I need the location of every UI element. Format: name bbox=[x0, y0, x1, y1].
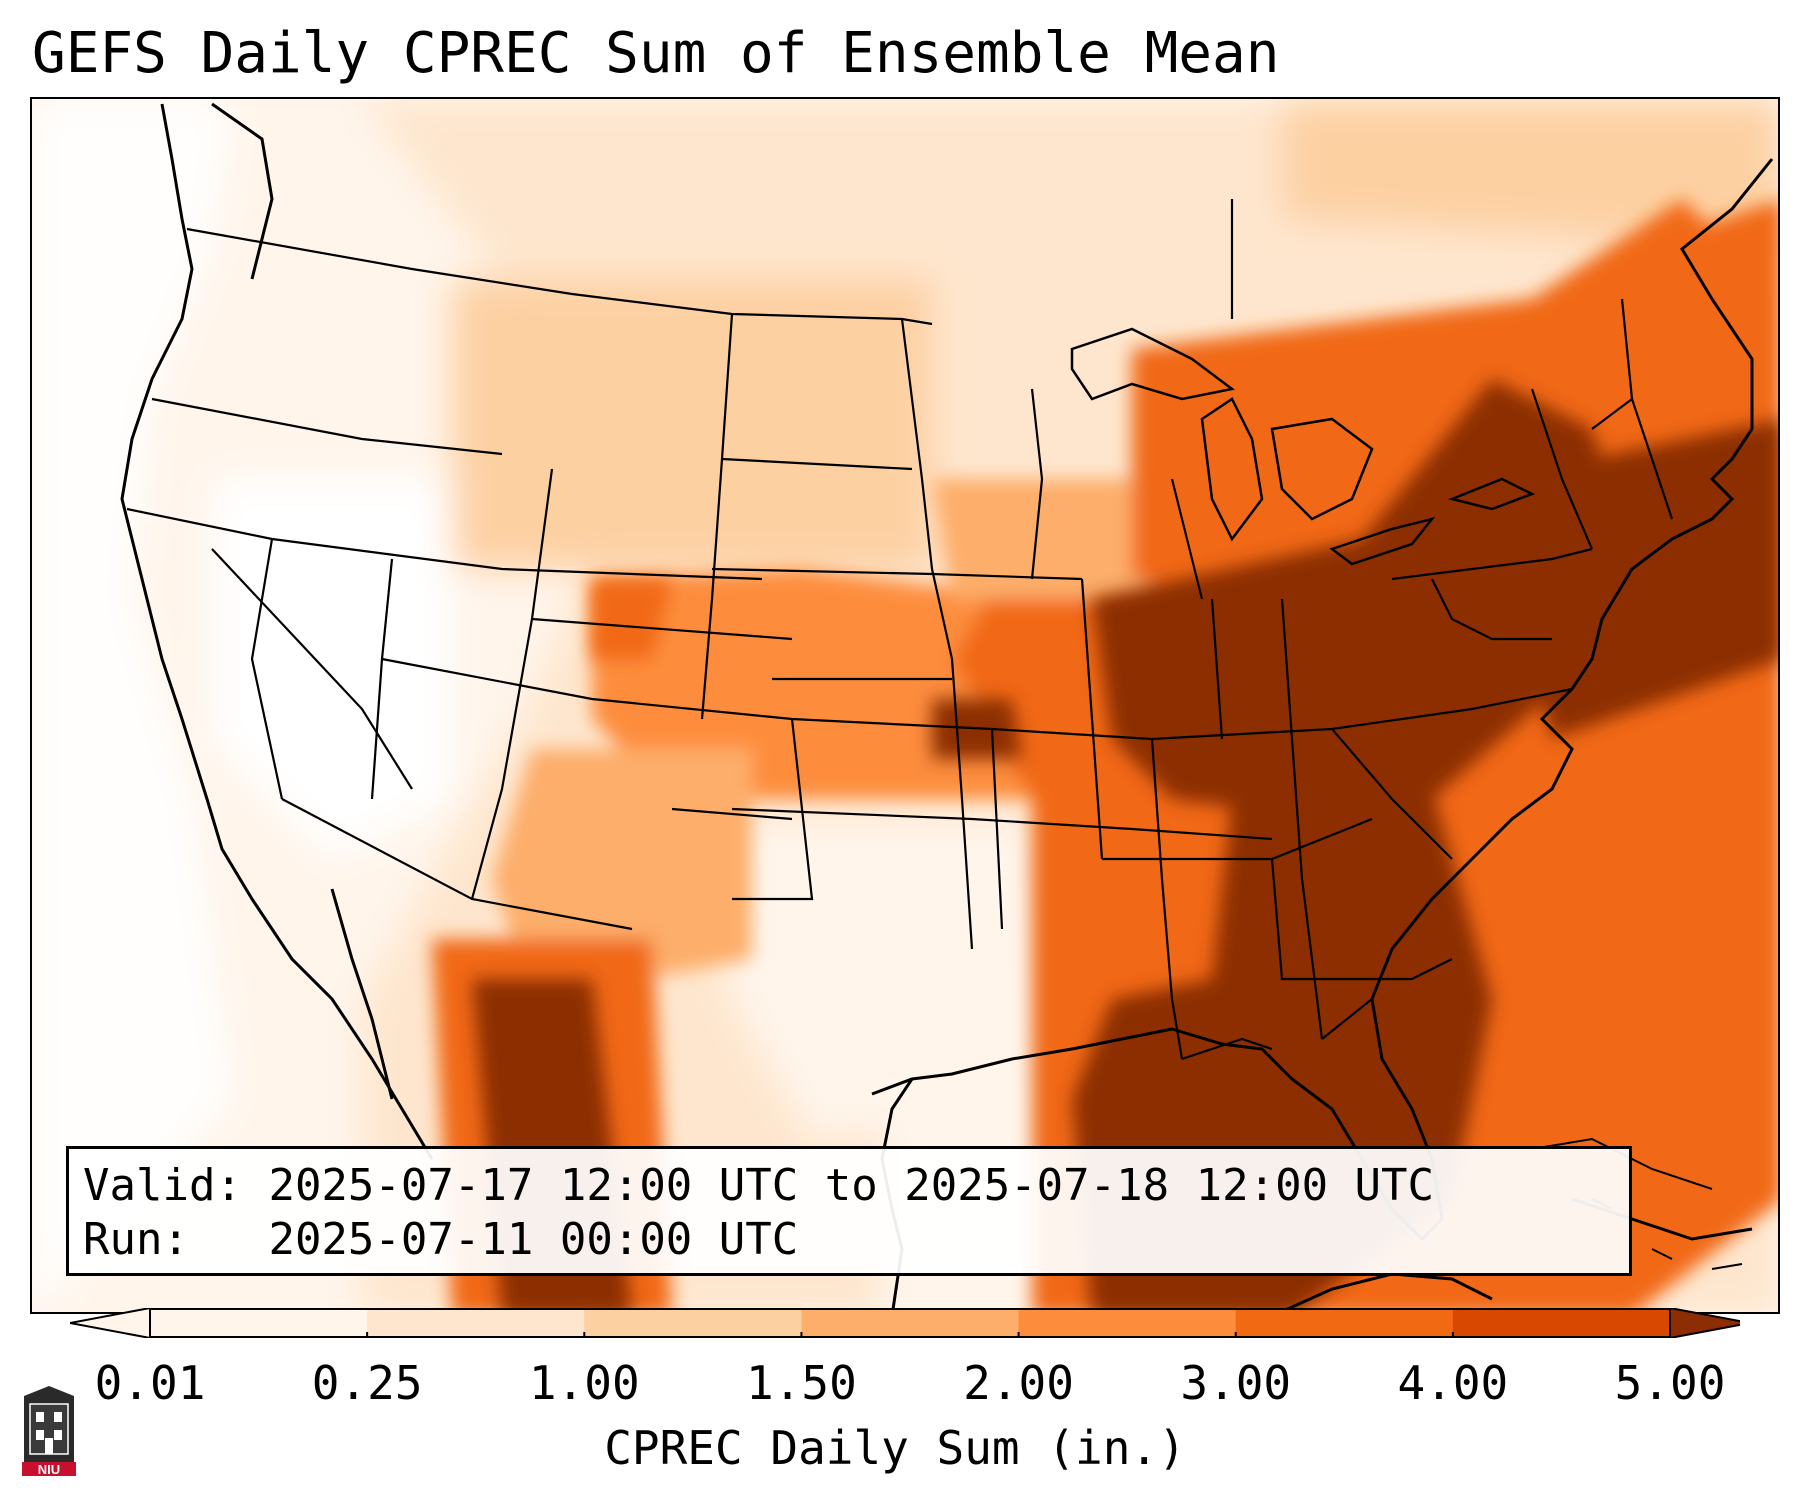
colorbar-tick-label: 1.50 bbox=[746, 1356, 857, 1410]
colorbar-tick-label: 0.25 bbox=[311, 1356, 423, 1410]
colorbar-extend-high bbox=[1669, 1308, 1740, 1338]
colorbar bbox=[70, 1308, 1740, 1338]
map-canvas bbox=[32, 99, 1778, 1312]
valid-value: 2025-07-17 12:00 UTC to 2025-07-18 12:00… bbox=[268, 1160, 1435, 1211]
colorbar-segment bbox=[1452, 1308, 1671, 1338]
colorbar-tick-label: 3.00 bbox=[1180, 1356, 1292, 1410]
colorbar-segment bbox=[1018, 1308, 1237, 1338]
map-title: GEFS Daily CPREC Sum of Ensemble Mean bbox=[32, 21, 1280, 86]
valid-row: Valid: 2025-07-17 12:00 UTC to 2025-07-1… bbox=[83, 1159, 1615, 1213]
colorbar-tick-label: 0.01 bbox=[94, 1356, 206, 1410]
colorbar-extend-low bbox=[70, 1308, 151, 1338]
colorbar-outline bbox=[149, 1308, 1671, 1338]
run-label: Run: bbox=[83, 1214, 242, 1265]
niu-tower-logo: NIU bbox=[22, 1386, 76, 1477]
valid-label: Valid: bbox=[83, 1160, 242, 1211]
colorbar-tick-label: 2.00 bbox=[963, 1356, 1074, 1410]
colorbar-tick-label: 1.00 bbox=[528, 1356, 640, 1410]
colorbar-segment bbox=[150, 1308, 368, 1338]
colorbar-tick-label: 5.00 bbox=[1614, 1356, 1726, 1410]
colorbar-label: CPREC Daily Sum (in.) bbox=[604, 1421, 1186, 1475]
colorbar-segment bbox=[584, 1308, 802, 1338]
state-borders bbox=[126, 199, 1674, 1061]
colorbar-segment bbox=[1235, 1308, 1454, 1338]
colorbar-segment bbox=[801, 1308, 1020, 1338]
run-value: 2025-07-11 00:00 UTC bbox=[268, 1214, 799, 1265]
run-row: Run: 2025-07-11 00:00 UTC bbox=[83, 1213, 1615, 1267]
precipitation-map bbox=[30, 97, 1780, 1314]
great-lakes bbox=[1070, 327, 1536, 566]
colorbar-segment bbox=[367, 1308, 585, 1338]
colorbar-tick-label: 4.00 bbox=[1397, 1356, 1509, 1410]
logo-text: NIU bbox=[38, 1462, 60, 1477]
valid-run-info-box: Valid: 2025-07-17 12:00 UTC to 2025-07-1… bbox=[66, 1146, 1632, 1276]
